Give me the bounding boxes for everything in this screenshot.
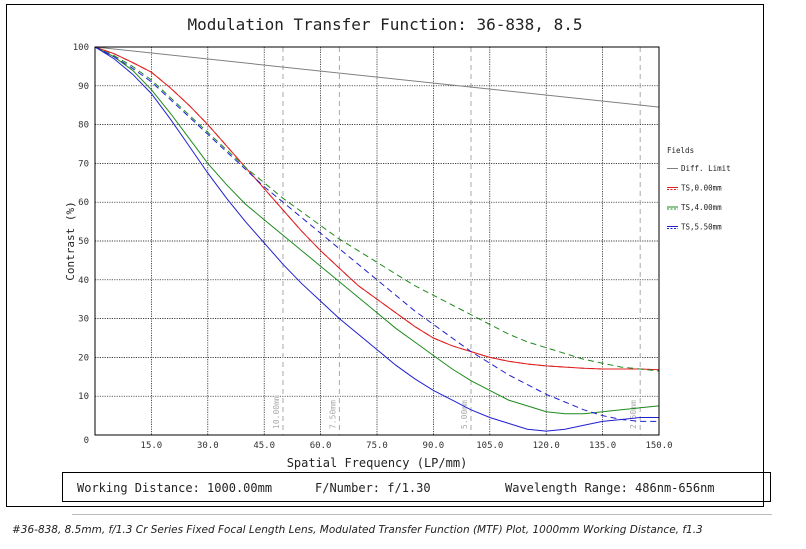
chart-title: Modulation Transfer Function: 36-838, 8.… <box>187 15 583 34</box>
legend-entry: Diff. Limit <box>681 164 731 173</box>
y-tick-label: 90 <box>78 82 89 92</box>
series-line <box>94 46 659 432</box>
lens-parameters-bar: Working Distance: 1000.00mm F/Number: f/… <box>62 472 771 502</box>
x-tick-label: 135.0 <box>589 441 616 451</box>
legend-entry: TS,5.50mm <box>681 223 722 232</box>
f-number: F/Number: f/1.30 <box>315 481 431 495</box>
x-tick-label: 90.0 <box>423 441 445 451</box>
legend-entry: TS,4.00mm <box>681 203 722 212</box>
wavelength-range: Wavelength Range: 486nm-656nm <box>505 481 715 495</box>
x-tick-label: 30.0 <box>197 441 219 451</box>
chart-frame: Modulation Transfer Function: 36-838, 8.… <box>6 4 764 507</box>
legend: Fields Diff. Limit TS,0.00mm TS,4.00mm TS,5… <box>667 146 731 232</box>
x-axis-label: Spatial Frequency (LP/mm) <box>287 456 468 470</box>
y-tick-label: 50 <box>78 237 89 247</box>
x-tick-label: 75.0 <box>366 441 388 451</box>
x-tick-label: 105.0 <box>476 441 503 451</box>
legend-title: Fields <box>667 146 694 155</box>
x-tick-label: 15.0 <box>141 441 163 451</box>
y-tick-label: 70 <box>78 159 89 169</box>
y-tick-label: 20 <box>78 353 89 363</box>
caption-divider <box>72 514 772 515</box>
field-marker-label: 2.50mm <box>629 400 638 429</box>
series-line <box>94 46 659 422</box>
field-marker-label: 10.00mm <box>272 395 281 429</box>
y-tick-label: 100 <box>73 43 89 53</box>
y-tick-label: 60 <box>78 198 89 208</box>
legend-entry: TS,0.00mm <box>681 184 722 193</box>
y-tick-label: 0 <box>84 436 89 446</box>
field-marker-label: 5.00mm <box>460 400 469 429</box>
plot-area <box>94 46 660 436</box>
series-line <box>94 46 660 415</box>
series-line <box>94 46 660 108</box>
series-line <box>94 46 660 371</box>
y-tick-label: 40 <box>78 276 89 286</box>
x-tick-label: 120.0 <box>533 441 560 451</box>
figure-caption: #36-838, 8.5mm, f/1.3 Cr Series Fixed Fo… <box>12 524 703 536</box>
y-axis-label: Contrast (%) <box>64 201 77 280</box>
working-distance: Working Distance: 1000.00mm <box>77 481 273 495</box>
y-tick-label: 80 <box>78 121 89 131</box>
x-tick-label: 150.0 <box>645 441 672 451</box>
y-tick-label: 30 <box>78 315 89 325</box>
x-tick-label: 60.0 <box>310 441 332 451</box>
x-tick-label: 45.0 <box>253 441 275 451</box>
field-marker-label: 7.50mm <box>328 400 337 429</box>
y-tick-label: 10 <box>78 392 89 402</box>
